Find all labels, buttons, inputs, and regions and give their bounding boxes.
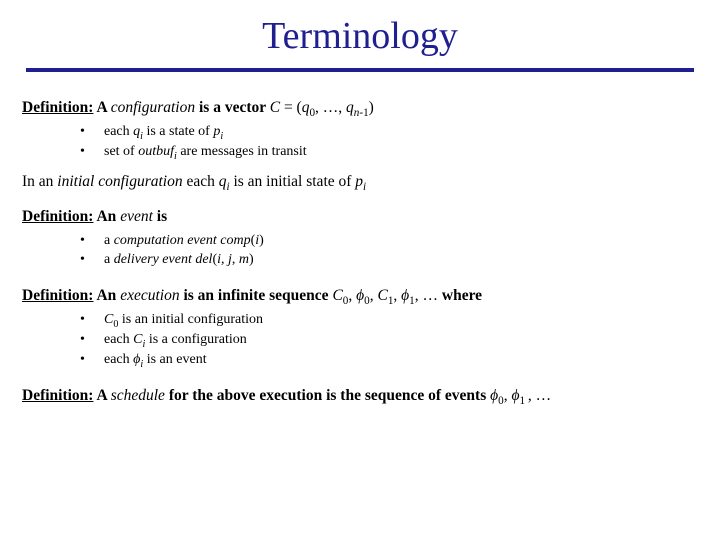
- d2b1t: computation event: [114, 233, 217, 248]
- def-label: Definition:: [22, 99, 93, 116]
- d3dots: , …: [415, 287, 442, 304]
- def4-lead: A: [93, 387, 110, 404]
- def3-term: execution: [120, 287, 179, 304]
- d3b3b: is an event: [143, 352, 206, 367]
- init-c: is an initial state of: [230, 173, 356, 190]
- def1-close: ): [369, 99, 374, 116]
- d4p1: ϕ: [511, 387, 519, 404]
- def1-n1b: -1: [359, 107, 368, 119]
- def1-eq: = (: [280, 99, 302, 116]
- slide-title: Terminology: [0, 0, 720, 68]
- d3p0: ϕ: [356, 287, 364, 304]
- def3-label: Definition:: [22, 287, 93, 304]
- d3b1C: C: [104, 312, 113, 327]
- d2b1c: ): [259, 233, 264, 248]
- init-pi: i: [363, 181, 366, 193]
- d2b2a: a: [104, 252, 114, 267]
- def3-bullet-2: each Ci is a configuration: [80, 331, 698, 350]
- def4-term: schedule: [111, 387, 165, 404]
- d3b2a: each: [104, 332, 133, 347]
- init-b: each: [183, 173, 219, 190]
- def2-lead: An: [93, 208, 120, 225]
- d2b1f: comp: [220, 233, 250, 248]
- def1-q2: q: [346, 99, 354, 116]
- d3C0: C: [332, 287, 342, 304]
- d1b1a: each: [104, 124, 133, 139]
- d4p0: ϕ: [490, 387, 498, 404]
- d3c1: ,: [348, 287, 356, 304]
- definition-schedule: Definition: A schedule for the above exe…: [22, 386, 698, 407]
- d3b3a: each: [104, 352, 133, 367]
- d2b2t: delivery event: [114, 252, 192, 267]
- def1-C: C: [270, 99, 280, 116]
- d1b2b: are messages in transit: [177, 144, 307, 159]
- def3-mid: is an infinite sequence: [180, 287, 333, 304]
- def1-mid: is a vector: [195, 99, 270, 116]
- init-a: In an: [22, 173, 57, 190]
- title-rule: [26, 68, 694, 72]
- definition-event: Definition: An event is: [22, 207, 698, 228]
- def1-lead: A: [97, 99, 111, 116]
- d3b2b: is a configuration: [145, 332, 246, 347]
- definition-configuration: Definition: A configuration is a vector …: [22, 98, 698, 119]
- def3-lead: An: [93, 287, 120, 304]
- d1b2a: set of: [104, 144, 138, 159]
- d3c3: ,: [393, 287, 401, 304]
- d2b2c1: ,: [221, 252, 228, 267]
- definition-execution: Definition: An execution is an infinite …: [22, 286, 698, 307]
- def2-tail: is: [153, 208, 167, 225]
- slide-body: Definition: A configuration is a vector …: [0, 98, 720, 407]
- def3-bullet-1: C0 is an initial configuration: [80, 311, 698, 330]
- d3b2C: C: [133, 332, 142, 347]
- def1-bullet-2: set of outbufi are messages in transit: [80, 143, 698, 162]
- d1b1pi: i: [220, 131, 223, 142]
- d4s1: 1: [520, 395, 528, 407]
- def2-bullets: a computation event comp(i) a delivery e…: [22, 232, 698, 271]
- d1b2ob: outbuf: [138, 144, 174, 159]
- def3-bullets: C0 is an initial configuration each Ci i…: [22, 311, 698, 370]
- d3C1: C: [377, 287, 387, 304]
- initial-config-line: In an initial configuration each qi is a…: [22, 172, 698, 193]
- def3-bullet-3: each ϕi is an event: [80, 351, 698, 370]
- def2-bullet-1: a computation event comp(i): [80, 232, 698, 251]
- def1-bullets: each qi is a state of pi set of outbufi …: [22, 123, 698, 162]
- d2b2m: m: [239, 252, 249, 267]
- def4-label: Definition:: [22, 387, 93, 404]
- def2-label: Definition:: [22, 208, 93, 225]
- def4-mid: for the above execution is the sequence …: [165, 387, 490, 404]
- d1b1b: is a state of: [143, 124, 213, 139]
- def1-bullet-1: each qi is a state of pi: [80, 123, 698, 142]
- d2b2c: ): [249, 252, 254, 267]
- def2-bullet-2: a delivery event del(i, j, m): [80, 251, 698, 270]
- init-p: p: [355, 173, 363, 190]
- d3where: where: [442, 287, 482, 304]
- d4dots: , …: [528, 387, 551, 404]
- d2b2c2: ,: [232, 252, 239, 267]
- d3b1b: is an initial configuration: [118, 312, 263, 327]
- def1-term: configuration: [111, 99, 195, 116]
- init-term: initial configuration: [57, 173, 182, 190]
- d3p1: ϕ: [401, 287, 409, 304]
- def2-term: event: [120, 208, 153, 225]
- d2b2f: del: [195, 252, 212, 267]
- d2b1a: a: [104, 233, 114, 248]
- def1-dots: , …,: [315, 99, 346, 116]
